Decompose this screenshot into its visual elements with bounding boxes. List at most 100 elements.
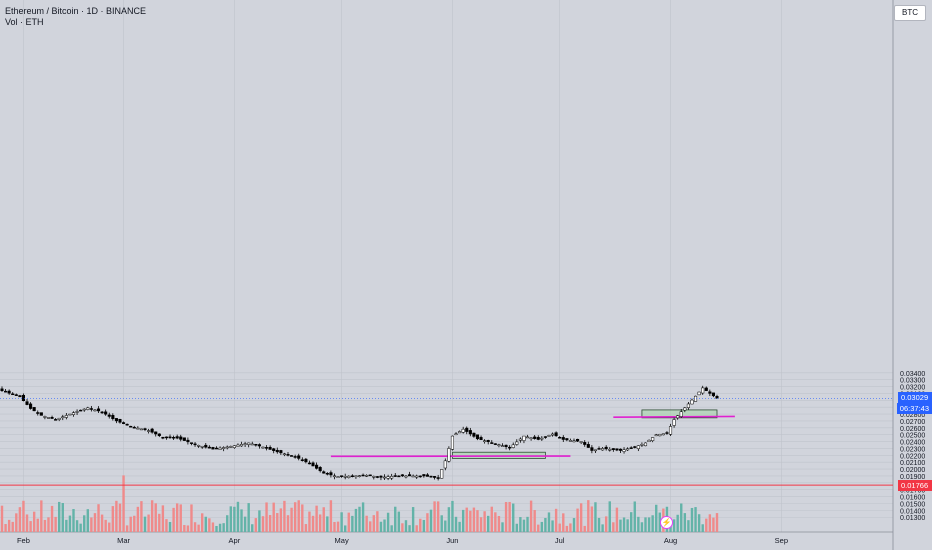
candle-body bbox=[129, 425, 133, 428]
candle bbox=[79, 409, 83, 412]
candle bbox=[43, 415, 47, 420]
candle-body bbox=[393, 475, 397, 477]
volume-bar bbox=[254, 518, 258, 532]
candle bbox=[222, 446, 226, 452]
candle bbox=[89, 405, 93, 412]
candle-body bbox=[593, 449, 598, 452]
candle-body bbox=[214, 447, 219, 450]
volume-bar bbox=[215, 525, 218, 532]
volume-bar bbox=[115, 500, 118, 532]
candle bbox=[236, 443, 240, 447]
candle bbox=[107, 412, 111, 419]
candle-body bbox=[375, 476, 379, 478]
candle-body bbox=[586, 444, 590, 448]
candle bbox=[154, 431, 158, 437]
candle bbox=[658, 433, 662, 437]
candle-body bbox=[143, 428, 147, 430]
candle-body bbox=[658, 433, 662, 437]
volume-bar bbox=[529, 500, 533, 532]
volume-bar bbox=[276, 513, 279, 532]
candle bbox=[436, 474, 440, 481]
event-flash-icon[interactable]: ⚡ bbox=[660, 516, 673, 529]
volume-bar bbox=[336, 521, 340, 532]
y-tick-label: 0.02000 bbox=[900, 467, 925, 474]
candle bbox=[0, 386, 4, 392]
candle bbox=[114, 418, 118, 424]
candle-body bbox=[350, 475, 354, 477]
volume-bar bbox=[415, 525, 418, 532]
candle-body bbox=[472, 432, 476, 437]
volume-bar bbox=[640, 522, 644, 532]
candle-body bbox=[57, 417, 61, 420]
candle bbox=[565, 438, 569, 442]
candle-body bbox=[436, 477, 440, 479]
candle-body bbox=[186, 439, 190, 443]
volume-bar bbox=[29, 521, 32, 532]
candle bbox=[597, 446, 601, 450]
candle-body bbox=[529, 437, 533, 440]
volume-bar bbox=[190, 504, 193, 532]
candle-body bbox=[618, 448, 623, 451]
candle-body bbox=[525, 436, 530, 439]
volume-bar bbox=[218, 523, 222, 532]
volume-bar bbox=[54, 516, 57, 532]
candle bbox=[143, 427, 147, 432]
candle-body bbox=[222, 447, 226, 449]
candle-body bbox=[633, 446, 637, 448]
volume-bar bbox=[390, 525, 393, 532]
candle bbox=[50, 415, 54, 419]
volume-bar bbox=[419, 518, 422, 532]
candle-body bbox=[86, 407, 90, 410]
candle-body bbox=[39, 412, 43, 416]
volume-bar bbox=[708, 514, 712, 532]
candle-body bbox=[239, 444, 244, 447]
candle bbox=[418, 475, 422, 478]
volume-bar bbox=[497, 516, 501, 532]
candle bbox=[590, 445, 594, 454]
volume-bar bbox=[433, 501, 436, 532]
volume-bar bbox=[397, 511, 401, 532]
candle-body bbox=[200, 445, 204, 448]
candle-body bbox=[583, 442, 587, 445]
candle-body bbox=[275, 449, 279, 453]
volume-bar bbox=[340, 512, 343, 532]
candle bbox=[150, 427, 154, 434]
candle-body bbox=[343, 476, 347, 478]
candle-body bbox=[14, 394, 18, 396]
candle-body bbox=[268, 447, 272, 450]
x-tick-label: Aug bbox=[664, 536, 677, 545]
candle-body bbox=[132, 426, 136, 429]
candle bbox=[204, 442, 208, 449]
candle-body bbox=[357, 475, 362, 477]
volume-bar bbox=[447, 507, 451, 532]
x-tick-label: Feb bbox=[17, 536, 30, 545]
candle-body bbox=[175, 436, 179, 439]
candle bbox=[561, 435, 565, 442]
volume-bar bbox=[32, 511, 36, 532]
candle bbox=[39, 412, 43, 416]
candle-body bbox=[615, 448, 619, 451]
volume-bar bbox=[422, 519, 426, 532]
candle bbox=[46, 417, 51, 419]
volume-bar bbox=[533, 510, 536, 532]
candle bbox=[483, 439, 487, 444]
candle bbox=[604, 445, 608, 451]
candle bbox=[332, 473, 337, 480]
candle-body bbox=[465, 427, 469, 432]
volume-bar bbox=[429, 509, 433, 532]
volume-bar bbox=[690, 507, 694, 532]
candle-body bbox=[347, 475, 351, 478]
volume-bar bbox=[61, 503, 64, 532]
candle bbox=[239, 441, 244, 447]
volume-bar bbox=[308, 511, 311, 532]
candle bbox=[583, 440, 587, 447]
y-tick-label: 0.02500 bbox=[900, 433, 925, 440]
candle bbox=[61, 414, 65, 421]
y-tick-label: 0.01700 bbox=[900, 488, 925, 495]
candle bbox=[257, 443, 261, 449]
volume-bar bbox=[440, 515, 443, 532]
candle-body bbox=[286, 454, 290, 456]
currency-button[interactable]: BTC bbox=[894, 5, 926, 21]
